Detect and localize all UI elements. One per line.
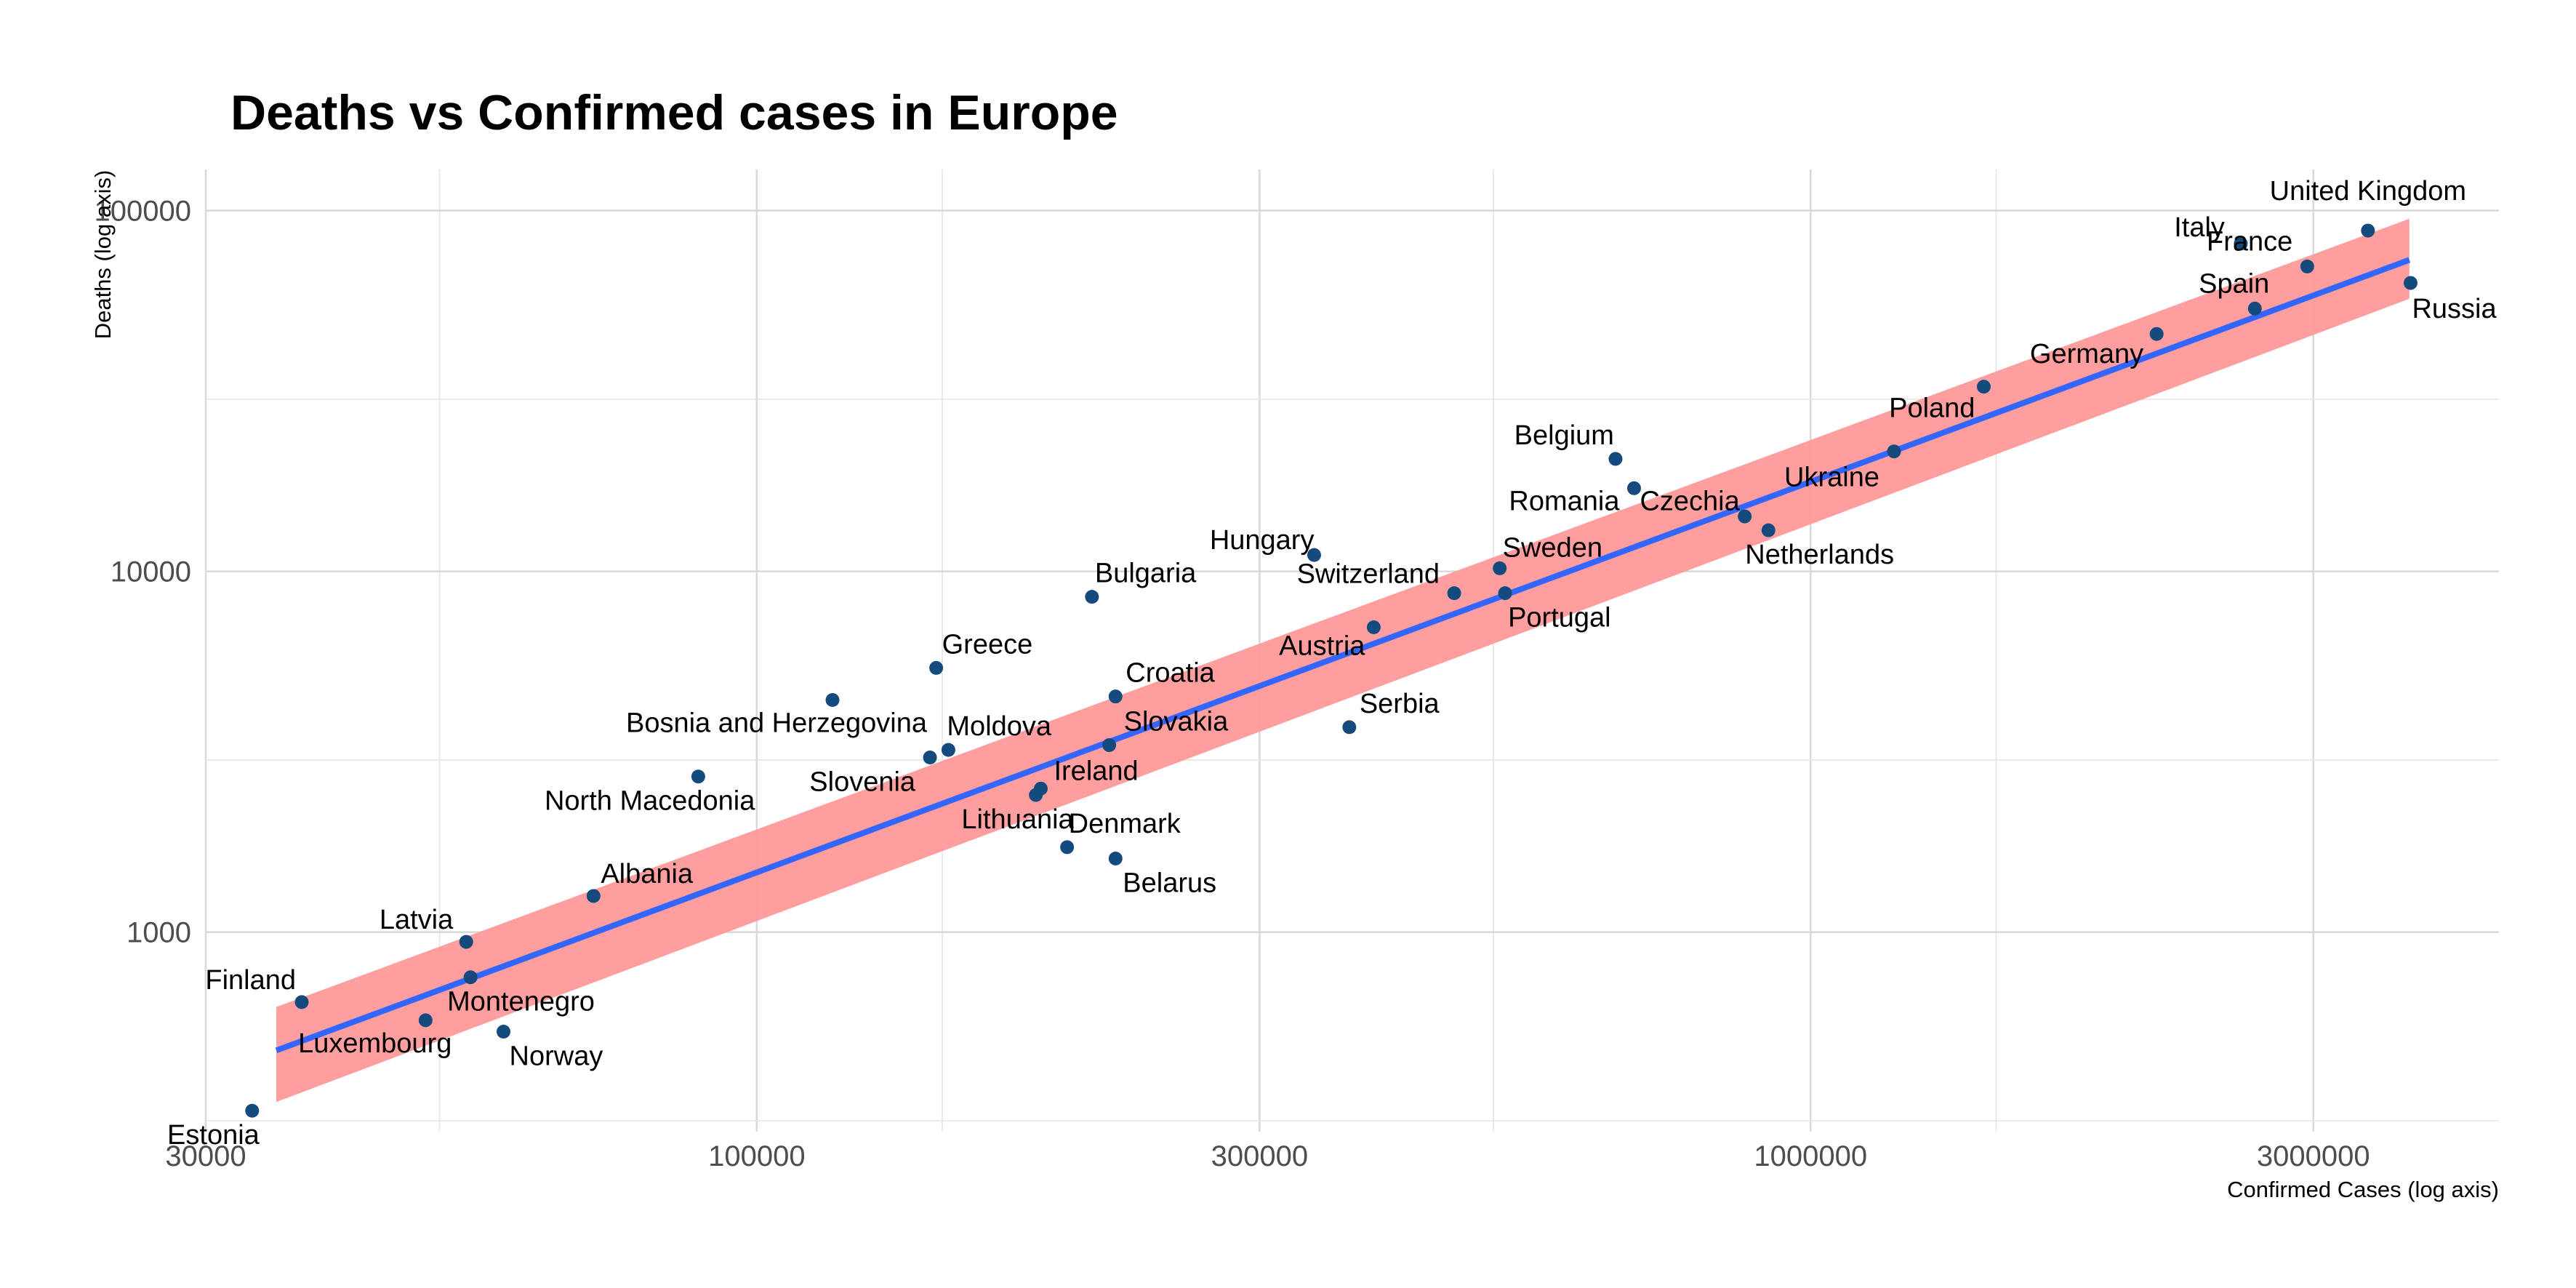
point-label: France xyxy=(2207,226,2292,257)
point-label: Moldova xyxy=(947,711,1051,742)
data-point xyxy=(2300,259,2314,273)
data-point xyxy=(691,769,705,784)
point-label: Slovenia xyxy=(809,767,916,797)
data-point xyxy=(923,750,937,764)
y-tick-label: 1000 xyxy=(127,917,191,949)
point-label: Latvia xyxy=(380,905,454,935)
point-label: Sweden xyxy=(1503,532,1602,563)
x-tick-label: 3000000 xyxy=(2257,1140,2370,1172)
point-label: Netherlands xyxy=(1745,540,1894,570)
data-point xyxy=(1102,737,1117,752)
data-point xyxy=(418,1013,433,1028)
x-tick-label: 1000000 xyxy=(1754,1140,1867,1172)
point-label: Greece xyxy=(942,629,1033,660)
point-label: Czechia xyxy=(1640,486,1740,516)
chart-title: Deaths vs Confirmed cases in Europe xyxy=(230,85,1118,140)
point-label: Finland xyxy=(205,965,296,996)
point-label: Serbia xyxy=(1360,689,1440,719)
point-label: Lithuania xyxy=(961,804,1074,835)
data-point xyxy=(2361,223,2375,238)
data-point xyxy=(1493,561,1507,575)
grid xyxy=(204,169,2499,1132)
point-label: Ireland xyxy=(1054,756,1138,786)
data-point xyxy=(1976,380,1991,394)
point-label: Croatia xyxy=(1126,658,1215,689)
point-label: Belarus xyxy=(1123,868,1216,898)
data-point xyxy=(825,693,840,708)
data-point xyxy=(1887,444,1901,459)
fit-line xyxy=(275,257,2411,1054)
data-point xyxy=(294,995,309,1009)
point-label: Austria xyxy=(1279,631,1365,661)
data-point xyxy=(2234,236,2248,251)
data-point xyxy=(459,935,473,949)
point-label: Hungary xyxy=(1210,525,1315,556)
point-label: Denmark xyxy=(1069,809,1181,839)
data-point xyxy=(1761,523,1775,537)
data-point xyxy=(1342,720,1357,735)
point-label: Spain xyxy=(2199,268,2269,299)
data-point xyxy=(1108,851,1123,865)
data-point xyxy=(1366,620,1381,634)
confidence-band-group xyxy=(276,218,2410,1103)
data-point xyxy=(1108,689,1123,704)
y-tick-label: 10000 xyxy=(111,556,191,588)
x-axis-label: Confirmed Cases (log axis) xyxy=(2227,1177,2499,1202)
x-tick-label: 300000 xyxy=(1211,1140,1308,1172)
points-group xyxy=(245,223,2417,1118)
data-point xyxy=(1029,788,1043,802)
point-label: Portugal xyxy=(1508,603,1611,633)
data-point xyxy=(1060,840,1075,855)
data-point xyxy=(1498,586,1512,601)
data-point xyxy=(1608,452,1623,466)
data-point xyxy=(463,970,478,985)
point-label: Romania xyxy=(1509,486,1620,516)
x-tick-label: 100000 xyxy=(708,1140,805,1172)
point-label: Belgium xyxy=(1514,420,1614,451)
point-label: Bulgaria xyxy=(1095,559,1197,589)
point-label: Ukraine xyxy=(1784,463,1879,493)
x-tick-labels: 30000 100000 300000 1000000 3000000 xyxy=(165,1140,2370,1172)
point-label: Germany xyxy=(2030,339,2143,369)
confidence-band xyxy=(276,218,2410,1103)
data-point xyxy=(2247,301,2262,316)
data-point xyxy=(245,1103,260,1118)
y-tick-labels: 1000 10000 100000 xyxy=(95,196,191,949)
point-label: United Kingdom xyxy=(2270,176,2466,207)
data-point xyxy=(1307,548,1321,562)
data-point xyxy=(1447,586,1461,601)
point-label: Albania xyxy=(601,859,694,889)
y-axis-label: Deaths (log axis) xyxy=(90,170,116,340)
data-point xyxy=(1626,481,1641,495)
point-label: Slovakia xyxy=(1124,706,1229,737)
point-label: Poland xyxy=(1889,393,1975,424)
x-tick-label: 30000 xyxy=(165,1140,246,1172)
point-label: Norway xyxy=(510,1041,603,1072)
data-point xyxy=(1738,509,1752,524)
point-label: Switzerland xyxy=(1297,559,1440,590)
fit-line-group xyxy=(275,257,2411,1054)
data-point xyxy=(941,743,955,757)
point-label: North Macedonia xyxy=(545,786,755,817)
data-point xyxy=(2403,276,2417,290)
point-label: Russia xyxy=(2412,294,2497,324)
data-point xyxy=(497,1025,511,1039)
data-point xyxy=(2149,327,2164,341)
point-label: Luxembourg xyxy=(298,1028,452,1059)
point-label: Estonia xyxy=(167,1120,260,1151)
point-label: Italy xyxy=(2174,212,2225,243)
point-label: Montenegro xyxy=(447,987,595,1017)
y-tick-label: 100000 xyxy=(95,196,191,228)
data-point xyxy=(1085,590,1099,604)
data-point xyxy=(929,660,944,675)
point-label: Bosnia and Herzegovina xyxy=(626,708,928,739)
data-point xyxy=(586,889,601,903)
